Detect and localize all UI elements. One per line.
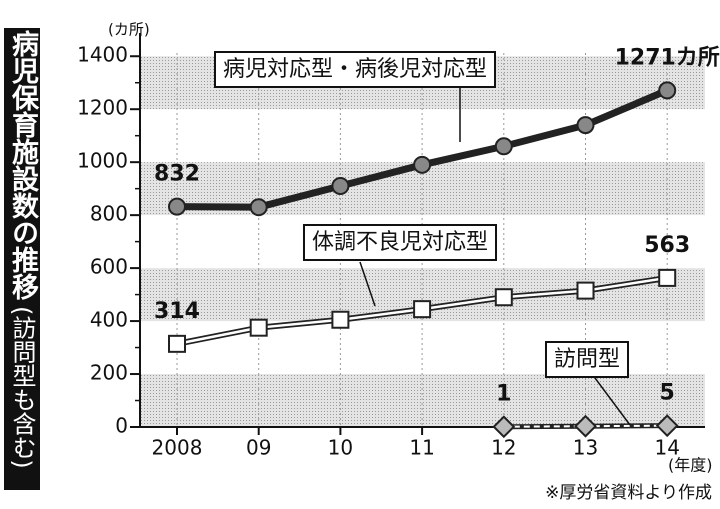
point: [168, 334, 186, 353]
point: [492, 415, 516, 439]
y-tick-label: 800: [90, 202, 128, 226]
point: [494, 288, 513, 307]
data-label: 563: [644, 233, 690, 258]
point: [655, 414, 679, 438]
point: [574, 414, 597, 438]
data-label: 5: [660, 381, 675, 406]
series-label-box: [544, 341, 630, 378]
data-label: 1: [496, 382, 511, 407]
leader-line: [359, 261, 376, 307]
point: [576, 116, 595, 135]
point: [249, 318, 268, 337]
series-label-box: [302, 224, 498, 261]
x-tick-label: 09: [246, 436, 271, 460]
point: [168, 197, 186, 216]
y-tick-label: 1400: [77, 43, 128, 67]
point: [658, 268, 677, 287]
x-tick-label: 2008: [152, 436, 203, 460]
x-tick-label: 10: [328, 436, 353, 460]
leader-line: [594, 377, 631, 426]
point: [331, 177, 350, 196]
data-label: 314: [154, 299, 200, 324]
series-label: 体調不良児対応型: [312, 230, 488, 255]
x-tick-label: 13: [573, 436, 598, 460]
data-label: 1271カ所: [615, 45, 720, 70]
point: [576, 281, 595, 300]
data-label: 832: [154, 162, 200, 187]
series-label: 訪問型: [554, 347, 620, 372]
x-tick-label: 14: [654, 436, 679, 460]
y-tick-label: 600: [90, 255, 128, 279]
point: [331, 310, 350, 329]
y-tick-label: 1200: [77, 96, 128, 120]
y-tick-label: 1000: [77, 149, 128, 173]
point: [413, 300, 432, 319]
title-box: 病児保育施設数の推移 (訪問型も含む): [4, 28, 40, 490]
point: [413, 155, 432, 174]
y-axis-unit: (カ所): [108, 21, 150, 39]
x-tick-label: 11: [409, 436, 434, 460]
y-tick-label: 400: [90, 308, 128, 332]
y-tick-label: 200: [90, 361, 128, 385]
series-label-box: [213, 51, 497, 88]
series-label: 病児対応型・病後児対応型: [223, 57, 487, 82]
source-note: ※厚労省資料より作成: [545, 483, 712, 503]
x-axis-unit: (年度): [668, 456, 713, 475]
x-tick-label: 12: [491, 436, 516, 460]
point: [494, 137, 513, 156]
chart-title: 病児保育施設数の推移: [7, 30, 38, 300]
point: [249, 198, 268, 217]
chart-subtitle: (訪問型も含む): [8, 306, 36, 469]
point: [658, 81, 677, 100]
y-tick-label: 0: [115, 414, 128, 438]
